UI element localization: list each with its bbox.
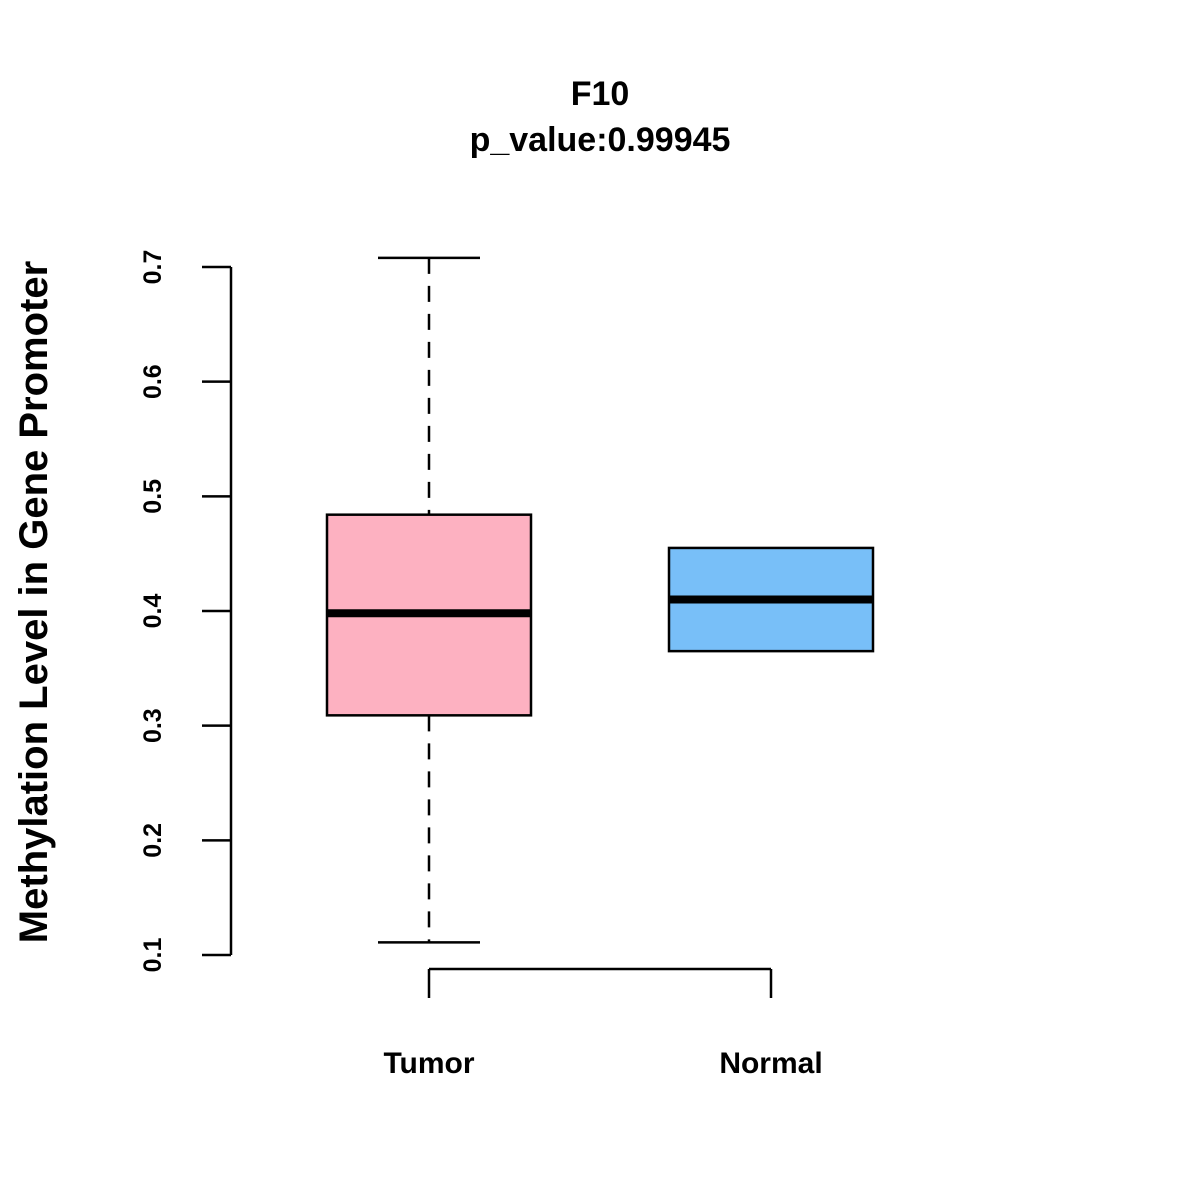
x-axis: Tumor Normal	[383, 967, 823, 1080]
chart-title: F10	[571, 75, 630, 113]
x-tick-label-tumor: Tumor	[383, 1047, 474, 1080]
y-axis: 0.1 0.2 0.3 0.4 0.5 0.6 0.7	[139, 250, 233, 973]
y-tick-label: 0.2	[139, 823, 167, 858]
y-tick-label: 0.1	[139, 938, 167, 973]
y-tick-label: 0.6	[139, 364, 167, 399]
box-tumor	[325, 256, 533, 944]
y-tick-label: 0.4	[139, 594, 167, 629]
y-axis-label: Methylation Level in Gene Promoter	[12, 261, 56, 943]
x-tick-label-normal: Normal	[719, 1047, 822, 1080]
y-tick-label: 0.3	[139, 708, 167, 743]
chart-subtitle: p_value:0.99945	[470, 121, 731, 159]
y-tick-label: 0.5	[139, 479, 167, 514]
y-tick-label: 0.7	[139, 250, 167, 285]
box-normal	[667, 546, 875, 653]
boxes	[325, 256, 875, 944]
